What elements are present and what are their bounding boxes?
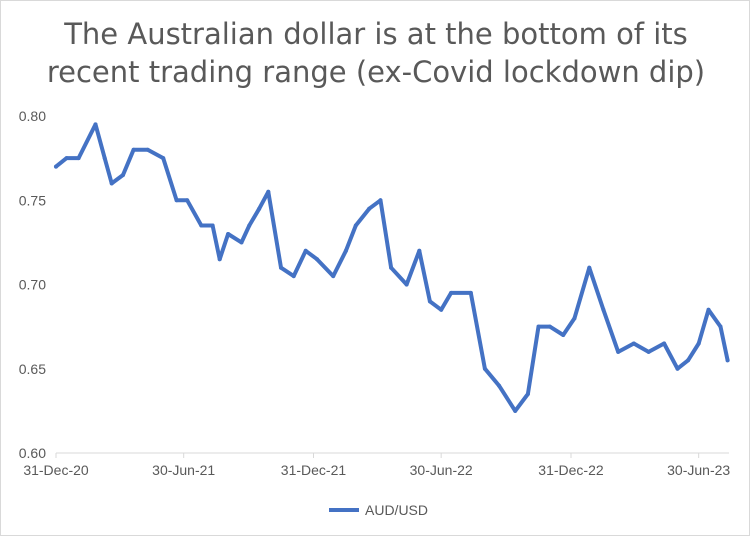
data-point xyxy=(174,198,179,203)
y-tick-label: 0.60 xyxy=(19,445,46,461)
data-point xyxy=(601,307,606,312)
data-point xyxy=(226,232,231,236)
data-point xyxy=(239,240,244,245)
data-point xyxy=(145,147,150,152)
y-axis: 0.60 0.65 0.70 0.75 0.80 xyxy=(19,108,46,461)
data-point xyxy=(266,189,271,194)
data-point xyxy=(497,383,501,388)
data-point xyxy=(706,307,711,312)
data-point xyxy=(525,392,530,396)
data-point xyxy=(513,408,518,413)
data-point xyxy=(303,248,308,253)
data-point xyxy=(482,366,487,371)
data-point xyxy=(725,358,730,363)
x-tick-label: 30-Jun-23 xyxy=(667,462,730,478)
data-point xyxy=(210,223,215,228)
data-point xyxy=(247,223,252,228)
data-point xyxy=(686,358,691,363)
y-tick-label: 0.80 xyxy=(19,108,46,124)
data-point xyxy=(696,341,701,346)
data-point xyxy=(76,156,81,161)
data-point xyxy=(54,164,58,169)
data-point xyxy=(109,181,114,186)
chart-title-line-2: recent trading range (ex-Covid lockdown … xyxy=(46,55,706,89)
data-point xyxy=(561,333,566,337)
data-point xyxy=(572,316,577,321)
x-axis: 31-Dec-20 30-Jun-21 31-Dec-21 30-Jun-22 … xyxy=(23,453,730,478)
data-point xyxy=(646,349,651,354)
data-point xyxy=(315,257,319,262)
data-point xyxy=(468,290,473,295)
series-line-aud-usd xyxy=(54,122,730,413)
chart-title-line-1: The Australian dollar is at the bottom o… xyxy=(64,17,688,51)
data-point xyxy=(536,324,541,329)
data-point xyxy=(417,248,422,253)
data-point xyxy=(343,248,348,253)
data-point xyxy=(389,265,394,270)
data-point xyxy=(199,223,204,228)
data-point xyxy=(427,299,432,304)
x-tick-label: 31-Dec-22 xyxy=(538,462,604,478)
x-tick-label: 31-Dec-20 xyxy=(23,462,89,478)
data-point xyxy=(64,156,69,161)
x-tick-label: 31-Dec-21 xyxy=(281,462,347,478)
data-point xyxy=(121,173,125,177)
data-point xyxy=(378,198,383,203)
data-point xyxy=(102,156,107,161)
series-points xyxy=(54,122,730,413)
y-tick-label: 0.70 xyxy=(19,277,46,293)
legend: AUD/USD xyxy=(329,502,428,518)
data-point xyxy=(718,324,723,329)
data-point xyxy=(587,265,592,270)
x-tick-label: 30-Jun-21 xyxy=(152,462,215,478)
data-point xyxy=(662,341,667,346)
data-point xyxy=(185,198,190,203)
y-tick-label: 0.75 xyxy=(19,192,46,208)
data-point xyxy=(631,341,636,346)
data-point xyxy=(161,156,166,161)
x-tick-label: 30-Jun-22 xyxy=(410,462,473,478)
data-point xyxy=(439,307,444,312)
data-point xyxy=(367,206,372,211)
data-point xyxy=(93,122,98,127)
data-point xyxy=(547,324,552,329)
data-point xyxy=(404,282,409,287)
data-point xyxy=(217,257,222,262)
data-point xyxy=(675,366,680,371)
data-point xyxy=(331,274,336,279)
chart-title: The Australian dollar is at the bottom o… xyxy=(1,15,750,91)
data-point xyxy=(131,147,136,152)
y-tick-label: 0.65 xyxy=(19,361,46,377)
data-point xyxy=(449,290,454,295)
data-point xyxy=(257,206,262,211)
legend-label: AUD/USD xyxy=(365,502,428,518)
data-point xyxy=(291,274,296,279)
data-point xyxy=(616,349,621,354)
data-point xyxy=(353,223,358,228)
data-point xyxy=(279,265,283,270)
